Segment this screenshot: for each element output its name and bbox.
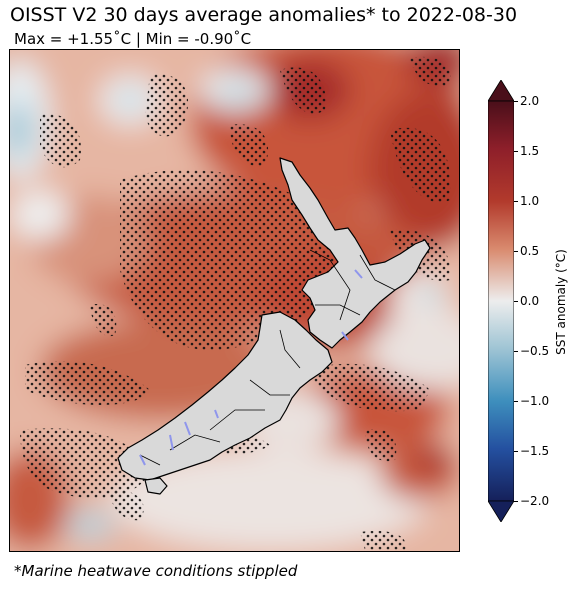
colorbar-tick-label: 2.0 [520,94,540,108]
map-canvas [10,50,459,551]
colorbar-tickmark [514,501,518,502]
colorbar-tickmark [514,451,518,452]
stipple-footnote: *Marine heatwave conditions stippled [14,562,298,580]
colorbar-tickmark [514,101,518,102]
colorbar-tick-label: −1.0 [520,394,550,408]
colorbar-label: SST anomaly (°C) [554,249,568,355]
map-subtitle: Max = +1.55˚C | Min = -0.90˚C [14,30,252,48]
north-island [279,157,431,349]
colorbar-tickmark [514,351,518,352]
stewart-island [144,477,168,495]
colorbar-tick-label: −2.0 [520,494,550,508]
map-title: OISST V2 30 days average anomalies* to 2… [10,4,518,26]
lakes [139,269,363,466]
colorbar-tickmark [514,301,518,302]
colorbar-tick-label: 1.0 [520,194,540,208]
colorbar-tick-label: 0.5 [520,244,540,258]
colorbar-tick-label: 0.0 [520,294,540,308]
colorbar-tickmark [514,151,518,152]
colorbar-tickmark [514,401,518,402]
colorbar-tick-label: −0.5 [520,344,550,358]
region-boundaries [139,249,396,466]
colorbar-tickmark [514,251,518,252]
colorbar-tick-label: 1.5 [520,144,540,158]
heatwave-stipple [20,56,451,550]
colorbar-tick-label: −1.5 [520,444,550,458]
colorbar-tickmark [514,201,518,202]
colorbar [488,80,514,522]
sst-anomaly-map [9,49,460,552]
